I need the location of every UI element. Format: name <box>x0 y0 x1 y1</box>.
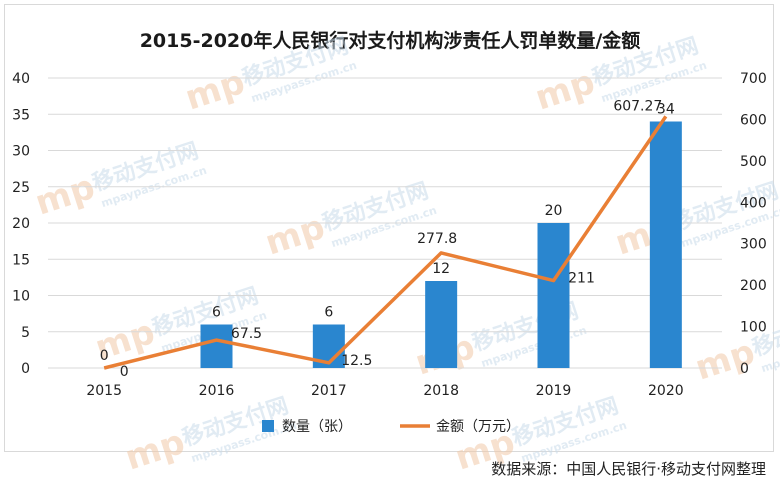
axes: 0510152025303540010020030040050060070020… <box>12 71 767 399</box>
legend-bar-swatch <box>262 420 274 432</box>
y-left-tick-label: 10 <box>12 289 30 305</box>
line-path <box>103 115 668 370</box>
line-series <box>103 115 668 370</box>
bar-label: 6 <box>212 305 221 321</box>
y-right-tick-label: 200 <box>740 278 767 294</box>
bar-2020 <box>649 121 682 368</box>
y-left-tick-label: 20 <box>12 216 30 232</box>
y-right-tick-label: 100 <box>740 320 767 336</box>
y-left-tick-label: 30 <box>12 144 30 160</box>
y-right-tick-label: 500 <box>740 154 767 170</box>
bar-label: 6 <box>324 305 333 321</box>
y-right-tick-label: 0 <box>740 361 749 377</box>
line-label: 12.5 <box>341 353 372 369</box>
bar-2016 <box>200 324 233 368</box>
chart-title: 2015-2020年人民银行对支付机构涉责任人罚单数量/金额 <box>139 30 641 52</box>
x-tick-label: 2015 <box>86 383 122 399</box>
gridlines <box>48 77 722 369</box>
bar-2018 <box>425 281 458 368</box>
legend-line-label: 金额（万元） <box>436 419 520 435</box>
source-note: 数据来源：中国人民银行·移动支付网整理 <box>491 460 766 478</box>
y-left-tick-label: 5 <box>21 325 30 341</box>
legend-bar-label: 数量（张） <box>282 419 352 435</box>
bar-2019 <box>537 223 570 368</box>
bar-label: 12 <box>432 261 450 277</box>
legend: 数量（张） 金额（万元） <box>262 419 520 435</box>
line-label: 607.27 <box>613 98 662 114</box>
y-left-tick-label: 25 <box>12 180 30 196</box>
x-tick-label: 2018 <box>423 383 459 399</box>
x-tick-label: 2016 <box>199 383 235 399</box>
x-tick-label: 2017 <box>311 383 347 399</box>
x-tick-label: 2020 <box>648 383 684 399</box>
bar-label: 20 <box>545 203 563 219</box>
y-left-tick-label: 40 <box>12 71 30 87</box>
bar-label: 34 <box>657 102 675 118</box>
line-label: 211 <box>568 271 595 287</box>
line-label: 0 <box>120 364 129 380</box>
y-left-tick-label: 0 <box>21 361 30 377</box>
x-tick-label: 2019 <box>536 383 572 399</box>
y-right-tick-label: 300 <box>740 237 767 253</box>
y-right-tick-label: 600 <box>740 112 767 128</box>
chart-frame <box>4 4 774 452</box>
y-right-tick-label: 700 <box>740 71 767 87</box>
line-label: 277.8 <box>417 231 457 247</box>
data-labels: 0 6 6 12 20 34 0 67.5 12.5 277.8 211 607.27 <box>100 98 675 380</box>
y-right-tick-label: 400 <box>740 195 767 211</box>
bar-series <box>200 121 682 368</box>
y-left-tick-label: 35 <box>12 107 30 123</box>
bar-label: 0 <box>100 348 109 364</box>
y-left-tick-label: 15 <box>12 252 30 268</box>
line-label: 67.5 <box>231 326 262 342</box>
